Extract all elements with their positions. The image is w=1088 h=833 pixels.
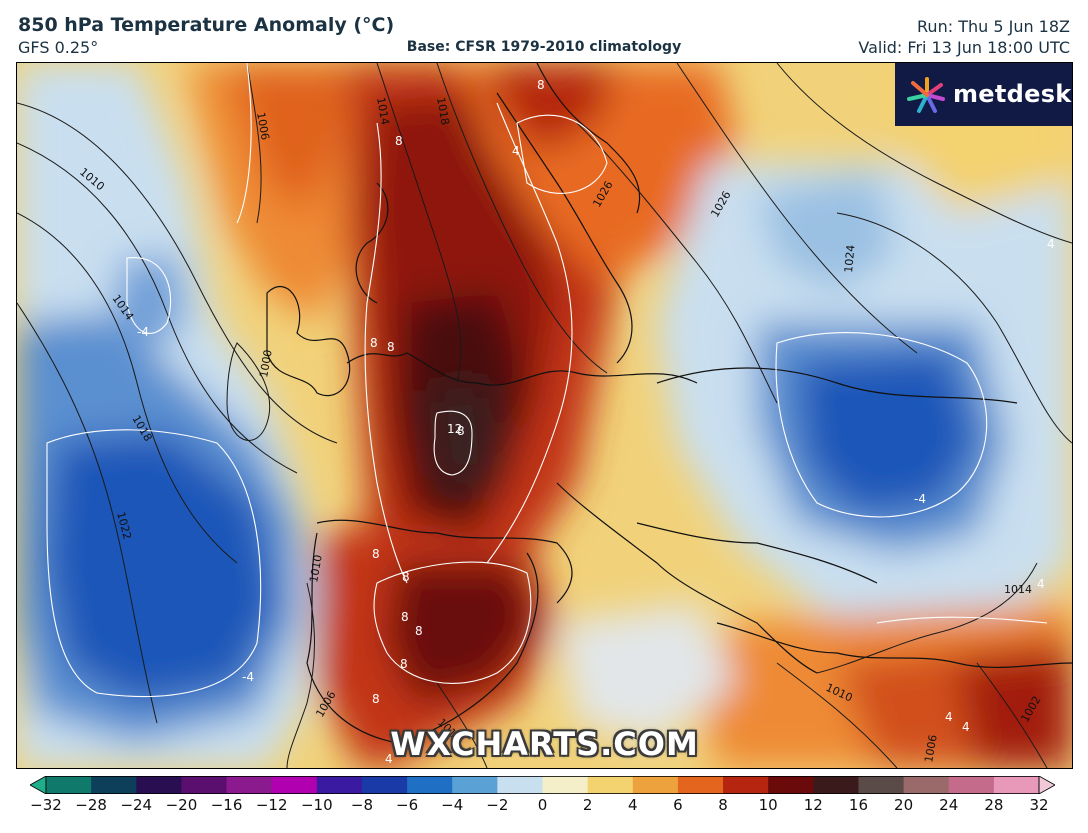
anomaly-map: 1006 1010 1014 1018 1022 1010 1014 1018 … xyxy=(16,62,1073,769)
colorbar-bin xyxy=(91,776,137,794)
colorbar-tick-label: 32 xyxy=(1029,796,1049,814)
anomaly-label: 4 xyxy=(962,720,970,734)
colorbar-min-arrow xyxy=(30,776,47,794)
colorbar-bin xyxy=(271,776,318,794)
colorbar-bin xyxy=(677,776,724,794)
colorbar-ticks: −32 −28 −24 −20 −16 −12 −10 −8 −6 −4 −2 0 2 4 6 8 10 12 16… xyxy=(0,796,1088,818)
colorbar-tick-label: −32 xyxy=(30,796,62,814)
colorbar-bin xyxy=(903,776,950,794)
anomaly-label: 8 xyxy=(402,570,410,584)
anomaly-label: 8 xyxy=(372,692,380,706)
colorbar-tick-label: 6 xyxy=(673,796,683,814)
anomaly-label: 4 xyxy=(945,710,953,724)
isobars xyxy=(17,63,1072,768)
colorbar-tick-label: −12 xyxy=(255,796,288,814)
colorbar-bin xyxy=(542,776,589,794)
colorbar-tick-label: 24 xyxy=(939,796,959,814)
anomaly-label: 8 xyxy=(400,657,408,671)
chart-title: 850 hPa Temperature Anomaly (°C) xyxy=(18,14,395,36)
anomaly-label: 12 xyxy=(447,422,462,436)
colorbar-bin xyxy=(948,776,995,794)
metdesk-logo[interactable]: metdesk xyxy=(895,63,1072,126)
anomaly-label: 8 xyxy=(415,624,423,638)
colorbar-tick-label: −8 xyxy=(350,796,374,814)
map-canvas: 1006 1010 1014 1018 1022 1010 1014 1018 … xyxy=(17,63,1072,768)
colorbar-tick-label: 2 xyxy=(582,796,593,814)
colorbar-bin xyxy=(858,776,905,794)
colorbar-bin xyxy=(768,776,814,794)
colorbar-bin xyxy=(181,776,228,794)
coastlines xyxy=(266,63,1072,744)
colorbar xyxy=(30,776,1055,794)
anomaly-field xyxy=(17,63,1072,768)
base-climatology-label: Base: CFSR 1979-2010 climatology xyxy=(406,39,682,55)
colorbar-tick-label: −24 xyxy=(120,796,153,814)
colorbar-bin xyxy=(497,776,544,794)
colorbar-bin xyxy=(136,776,183,794)
colorbar-tick-label: −2 xyxy=(486,796,509,814)
colorbar-tick-label: 10 xyxy=(758,796,778,814)
anomaly-label: 4 xyxy=(1047,237,1055,251)
anomaly-label: -4 xyxy=(914,492,926,506)
colorbar-bin xyxy=(632,776,679,794)
colorbar-bin xyxy=(46,776,92,794)
wxcharts-watermark: WXCHARTS.COM xyxy=(390,725,699,763)
colorbar-max-arrow xyxy=(1038,776,1055,794)
anomaly-labels: 8 8 8 8 8 12 8 8 8 8 8 8 4 4 4 4 -4 -4 -… xyxy=(137,78,1055,766)
brand-name: metdesk xyxy=(953,80,1072,108)
colorbar-tick-label: 4 xyxy=(627,796,638,814)
anomaly-label: 8 xyxy=(395,134,403,148)
colorbar-tick-label: −28 xyxy=(75,796,107,814)
colorbar-tick-label: 16 xyxy=(848,796,868,814)
colorbar-tick-label: −6 xyxy=(396,796,419,814)
colorbar-bin xyxy=(316,776,363,794)
colorbar-tick-label: −16 xyxy=(210,796,243,814)
colorbar-tick-label: 8 xyxy=(718,796,728,814)
anomaly-label: 8 xyxy=(457,424,465,438)
colorbar-tick-label: 20 xyxy=(894,796,914,814)
valid-time-label: Valid: Fri 13 Jun 18:00 UTC xyxy=(858,38,1070,57)
colorbar-tick-label: 28 xyxy=(984,796,1004,814)
model-label: GFS 0.25° xyxy=(18,38,99,57)
colorbar-bin xyxy=(407,776,453,794)
isobar-label: 1000 xyxy=(257,349,275,379)
run-time-label: Run: Thu 5 Jun 18Z xyxy=(917,17,1070,36)
metdesk-star-logo-icon xyxy=(907,77,945,113)
anomaly-label: 8 xyxy=(372,547,380,561)
anomaly-label: 8 xyxy=(401,610,409,624)
colorbar-bin xyxy=(723,776,769,794)
anomaly-label: 4 xyxy=(385,752,393,766)
isobar-label: 1006 xyxy=(254,111,272,141)
anomaly-contours xyxy=(46,63,1048,698)
anomaly-label: 8 xyxy=(370,336,378,350)
colorbar-frame xyxy=(45,776,1040,794)
colorbar-bin xyxy=(452,776,498,794)
colorbar-tick-label: −4 xyxy=(441,796,464,814)
isobar-label: 1024 xyxy=(842,244,857,273)
anomaly-label: 4 xyxy=(512,144,520,158)
isobar-label: 1014 xyxy=(374,96,392,126)
anomaly-label: 8 xyxy=(387,340,395,354)
colorbar-bin xyxy=(813,776,860,794)
anomaly-label: 8 xyxy=(537,78,545,92)
isobar-label: 1014 xyxy=(1004,583,1032,596)
colorbar-bin xyxy=(361,776,408,794)
colorbar-bin xyxy=(993,776,1040,794)
colorbar-bin xyxy=(226,776,273,794)
colorbar-tick-label: 0 xyxy=(537,796,548,814)
anomaly-label: -4 xyxy=(137,325,149,339)
anomaly-label: -4 xyxy=(242,670,254,684)
isobar-label: 1018 xyxy=(434,96,452,126)
colorbar-tick-label: 12 xyxy=(803,796,823,814)
anomaly-label: 4 xyxy=(1037,577,1045,591)
colorbar-tick-label: −20 xyxy=(165,796,198,814)
isobar-label: 1006 xyxy=(922,734,940,764)
colorbar-tick-label: −10 xyxy=(300,796,333,814)
colorbar-bin xyxy=(587,776,634,794)
isobar-label: 1010 xyxy=(307,554,325,584)
